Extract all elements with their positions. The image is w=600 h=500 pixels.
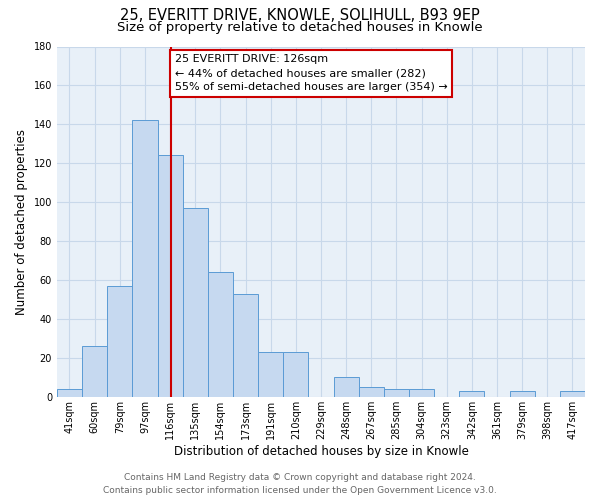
Bar — [359, 387, 384, 397]
Text: Contains HM Land Registry data © Crown copyright and database right 2024.
Contai: Contains HM Land Registry data © Crown c… — [103, 473, 497, 495]
Bar — [82, 346, 107, 397]
X-axis label: Distribution of detached houses by size in Knowle: Distribution of detached houses by size … — [173, 444, 469, 458]
Bar — [384, 389, 409, 397]
Bar — [459, 391, 484, 397]
Bar — [283, 352, 308, 397]
Bar — [107, 286, 133, 397]
Bar — [182, 208, 208, 397]
Bar — [57, 389, 82, 397]
Text: Size of property relative to detached houses in Knowle: Size of property relative to detached ho… — [117, 21, 483, 34]
Bar — [158, 156, 182, 397]
Bar — [334, 378, 359, 397]
Text: 25 EVERITT DRIVE: 126sqm
← 44% of detached houses are smaller (282)
55% of semi-: 25 EVERITT DRIVE: 126sqm ← 44% of detach… — [175, 54, 447, 92]
Bar — [133, 120, 158, 397]
Bar — [509, 391, 535, 397]
Bar — [233, 294, 258, 397]
Bar — [208, 272, 233, 397]
Bar — [409, 389, 434, 397]
Bar — [258, 352, 283, 397]
Bar — [560, 391, 585, 397]
Y-axis label: Number of detached properties: Number of detached properties — [15, 128, 28, 314]
Text: 25, EVERITT DRIVE, KNOWLE, SOLIHULL, B93 9EP: 25, EVERITT DRIVE, KNOWLE, SOLIHULL, B93… — [120, 8, 480, 22]
